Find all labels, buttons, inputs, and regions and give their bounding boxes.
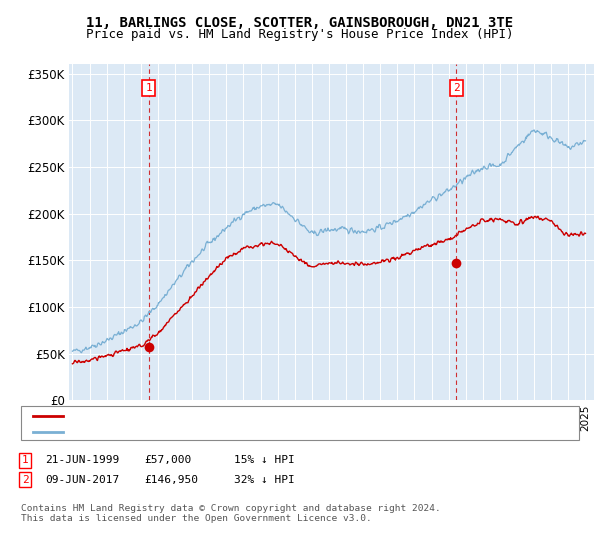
Text: 1: 1 [22, 455, 29, 465]
Text: 21-JUN-1999: 21-JUN-1999 [45, 455, 119, 465]
Text: 1: 1 [145, 83, 152, 93]
Text: 2: 2 [22, 475, 29, 485]
Text: 15% ↓ HPI: 15% ↓ HPI [234, 455, 295, 465]
Text: Contains HM Land Registry data © Crown copyright and database right 2024.
This d: Contains HM Land Registry data © Crown c… [21, 504, 441, 524]
Text: HPI: Average price, detached house, West Lindsey: HPI: Average price, detached house, West… [69, 427, 369, 437]
Text: 2: 2 [453, 83, 460, 93]
Text: 32% ↓ HPI: 32% ↓ HPI [234, 475, 295, 485]
Text: 09-JUN-2017: 09-JUN-2017 [45, 475, 119, 485]
Text: 11, BARLINGS CLOSE, SCOTTER, GAINSBOROUGH, DN21 3TE (detached house): 11, BARLINGS CLOSE, SCOTTER, GAINSBOROUG… [69, 410, 494, 421]
Text: Price paid vs. HM Land Registry's House Price Index (HPI): Price paid vs. HM Land Registry's House … [86, 28, 514, 41]
Text: £57,000: £57,000 [144, 455, 191, 465]
Text: £146,950: £146,950 [144, 475, 198, 485]
Text: 11, BARLINGS CLOSE, SCOTTER, GAINSBOROUGH, DN21 3TE: 11, BARLINGS CLOSE, SCOTTER, GAINSBOROUG… [86, 16, 514, 30]
